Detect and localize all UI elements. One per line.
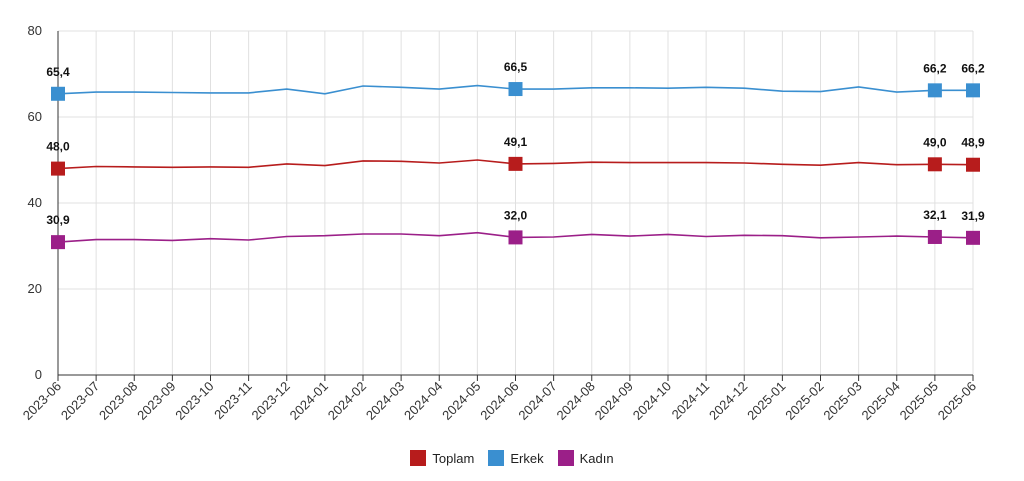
x-tick-label: 2024-07 [515, 379, 559, 423]
x-tick-label: 2023-07 [58, 379, 102, 423]
y-tick-label: 20 [28, 281, 42, 296]
data-marker-erkek[interactable] [966, 83, 980, 98]
x-tick-label: 2024-12 [706, 379, 750, 423]
x-tick-label: 2024-10 [630, 379, 674, 423]
data-label-toplam: 48,9 [961, 136, 985, 150]
legend-swatch [557, 450, 574, 466]
data-label-erkek: 66,2 [923, 61, 947, 75]
data-marker-erkek[interactable] [508, 82, 523, 97]
data-labels: 48,0 49,1 49,0 48,9 65,4 66,5 66,2 66,2 30,9 32,0… [46, 60, 985, 227]
data-marker-toplam[interactable] [966, 157, 980, 172]
x-tick-label: 2024-02 [325, 379, 369, 423]
x-tick-label: 2023-12 [249, 379, 293, 423]
data-marker-toplam[interactable] [508, 156, 523, 171]
x-tick-label: 2024-05 [439, 379, 483, 423]
y-tick-label: 0 [35, 367, 42, 382]
y-tick-label: 60 [28, 109, 42, 124]
data-markers [51, 82, 980, 250]
data-marker-kad-n[interactable] [51, 235, 65, 250]
data-marker-toplam[interactable] [927, 157, 942, 172]
data-label-kad-n: 32,1 [923, 208, 947, 222]
legend-label: Erkek [510, 450, 544, 466]
x-tick-label: 2023-08 [96, 379, 140, 423]
x-tick-label: 2025-05 [897, 379, 941, 423]
legend-item-toplam[interactable]: Toplam [410, 450, 474, 466]
data-label-kad-n: 32,0 [504, 208, 528, 222]
legend-label: Kadın [579, 450, 614, 466]
x-tick-label: 2024-08 [554, 379, 598, 423]
data-marker-erkek[interactable] [927, 83, 942, 98]
data-marker-kad-n[interactable] [508, 230, 523, 245]
data-label-erkek: 66,5 [504, 60, 528, 74]
x-tick-label: 2025-01 [744, 379, 788, 423]
data-label-toplam: 48,0 [46, 140, 70, 154]
x-tick-label: 2024-01 [287, 379, 331, 423]
data-label-erkek: 65,4 [46, 65, 70, 79]
x-tick-label: 2024-04 [401, 379, 445, 423]
x-tick-label: 2025-06 [935, 379, 979, 423]
data-label-kad-n: 30,9 [46, 213, 70, 227]
x-tick-label: 2024-06 [477, 379, 521, 423]
y-tick-label: 80 [28, 23, 42, 38]
x-tick-label: 2024-11 [669, 379, 713, 423]
x-tick-label: 2024-03 [363, 379, 407, 423]
legend: Toplam Erkek Kadın [0, 450, 1024, 466]
x-tick-label: 2023-11 [211, 379, 255, 423]
data-marker-erkek[interactable] [51, 86, 65, 101]
x-tick-label: 2025-04 [859, 379, 903, 423]
data-label-kad-n: 31,9 [961, 209, 985, 223]
data-label-toplam: 49,0 [923, 135, 947, 149]
legend-item-erkek[interactable]: Erkek [488, 450, 544, 466]
data-marker-toplam[interactable] [51, 161, 65, 176]
grid-lines [57, 30, 974, 375]
axes: 2023-062023-072023-082023-092023-102023-… [20, 23, 979, 423]
x-tick-label: 2024-09 [592, 379, 636, 423]
y-tick-label: 40 [28, 195, 42, 210]
x-tick-label: 2025-02 [782, 379, 826, 423]
x-tick-label: 2023-09 [134, 379, 178, 423]
legend-swatch [410, 450, 427, 466]
legend-item-kad-n[interactable]: Kadın [557, 450, 614, 466]
x-tick-label: 2023-10 [172, 379, 216, 423]
x-tick-label: 2023-06 [20, 379, 64, 423]
data-marker-kad-n[interactable] [966, 230, 980, 245]
data-label-toplam: 49,1 [504, 135, 528, 149]
data-label-erkek: 66,2 [961, 61, 985, 75]
legend-swatch [488, 450, 505, 466]
legend-label: Toplam [432, 450, 475, 466]
x-tick-label: 2025-03 [820, 379, 864, 423]
data-marker-kad-n[interactable] [927, 229, 942, 244]
